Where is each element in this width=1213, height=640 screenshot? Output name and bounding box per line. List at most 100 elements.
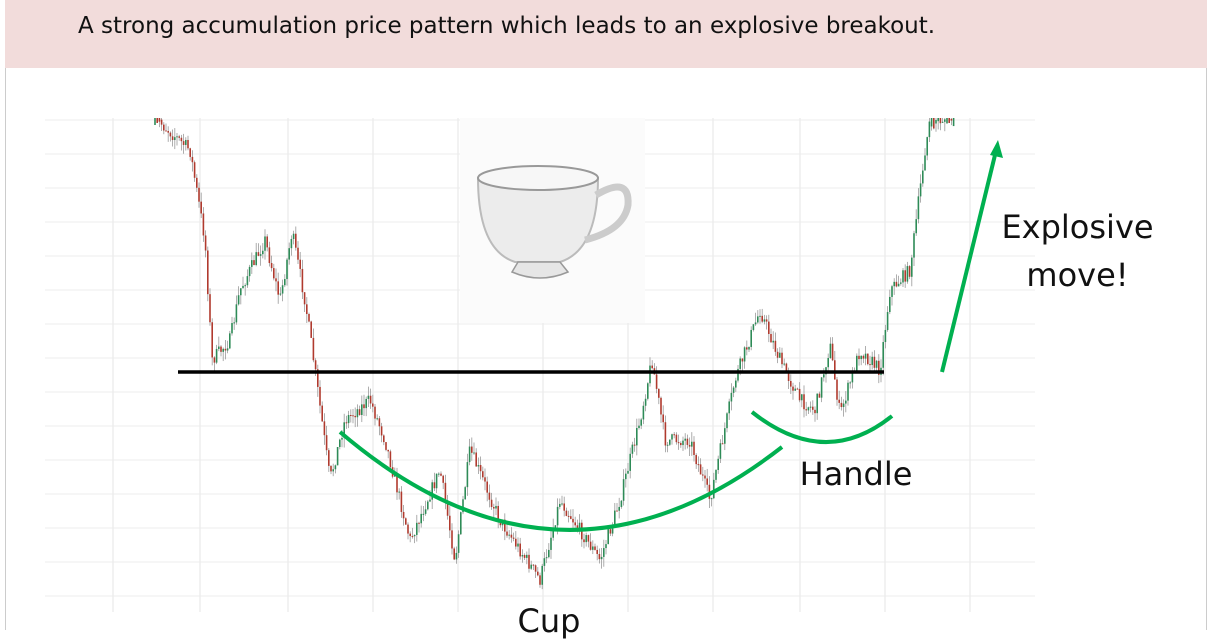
candle-body — [273, 268, 275, 279]
candle-body — [930, 118, 933, 127]
candle-body — [765, 319, 768, 322]
candle-body — [737, 368, 739, 381]
header: A strong accumulation price pattern whic… — [5, 0, 1207, 68]
cup-arc — [338, 430, 784, 532]
candle-body — [343, 422, 345, 438]
candle-body — [741, 358, 744, 362]
candle-body — [697, 464, 700, 466]
candle-body — [739, 358, 741, 369]
candle-body — [849, 382, 851, 384]
candle-body — [915, 219, 917, 234]
candle-body — [798, 388, 801, 401]
candle-body — [323, 421, 326, 436]
candle-body — [761, 315, 763, 322]
candle-body — [548, 549, 550, 558]
candle-body — [611, 524, 614, 534]
candle-body — [270, 263, 273, 269]
candle-body — [424, 509, 427, 514]
candle-body — [895, 281, 898, 287]
candle-body — [418, 522, 420, 524]
candle-body — [455, 552, 458, 560]
candle-body — [638, 425, 640, 428]
candle-body — [198, 187, 200, 202]
candle-body — [794, 388, 796, 391]
candle-body — [862, 355, 865, 359]
candle-body — [416, 522, 418, 535]
candle-body — [572, 518, 574, 523]
candle-body — [717, 458, 719, 470]
candle-body — [574, 522, 576, 526]
candle-body — [435, 473, 438, 489]
candle-body — [829, 343, 832, 358]
candle-body — [752, 324, 755, 330]
candle-body — [253, 260, 255, 265]
candle-body — [310, 321, 312, 338]
candle-body — [341, 437, 343, 440]
candle-body — [807, 407, 810, 411]
candle-body — [682, 440, 684, 446]
candle-body — [242, 285, 244, 289]
teacup — [460, 118, 645, 323]
candle-body — [281, 285, 284, 294]
candle-body — [532, 564, 535, 566]
candle-body — [209, 294, 211, 323]
candle-body — [952, 118, 955, 127]
candle-body — [220, 346, 222, 352]
handle-label: Handle — [799, 455, 913, 493]
candle-body — [851, 371, 854, 383]
candle-body — [427, 501, 429, 510]
candle-body — [262, 250, 264, 255]
candle-body — [726, 413, 728, 429]
candle-body — [526, 554, 528, 558]
candle-body — [946, 118, 948, 124]
candle-body — [248, 266, 251, 277]
candle-body — [471, 446, 473, 453]
candle-body — [774, 340, 777, 352]
candle-body — [928, 121, 931, 138]
candle-body — [816, 393, 818, 414]
candle-body — [259, 254, 262, 256]
candle-body — [620, 500, 623, 507]
candle-body — [180, 137, 183, 142]
candle-body — [477, 465, 480, 467]
candle-body — [295, 233, 297, 248]
candle-body — [211, 322, 213, 358]
candle-body — [325, 435, 328, 451]
candle-body — [759, 315, 761, 317]
candle-body — [530, 564, 532, 569]
candle-body — [688, 444, 691, 447]
candle-body — [585, 535, 587, 543]
candle-body — [693, 441, 695, 455]
candle-body — [919, 183, 922, 197]
candle-body — [367, 395, 370, 399]
candle-body — [673, 434, 675, 436]
candle-body — [655, 374, 658, 389]
candle-body — [644, 398, 647, 406]
candle-body — [550, 537, 552, 550]
candle-body — [387, 449, 389, 452]
candle-body — [233, 322, 235, 324]
candle-body — [627, 470, 629, 474]
candle-body — [308, 314, 310, 322]
candle-body — [453, 548, 455, 560]
candle-body — [847, 382, 849, 401]
candle-body — [163, 124, 165, 131]
candle-body — [218, 346, 220, 349]
candle-body — [413, 534, 416, 537]
candle-body — [594, 546, 596, 550]
candle-body — [684, 438, 686, 441]
candle-body — [407, 524, 409, 534]
candle-body — [334, 465, 337, 470]
candle-body — [411, 536, 414, 538]
candle-body — [691, 441, 693, 447]
candle-body — [592, 546, 594, 550]
candle-body — [438, 473, 440, 475]
candle-body — [891, 286, 893, 297]
candle-body — [884, 329, 887, 343]
candle-body — [521, 555, 524, 557]
cup-handle — [584, 183, 632, 244]
candle-body — [908, 266, 911, 277]
candle-body — [616, 510, 618, 512]
candle-body — [845, 400, 847, 404]
candle-body — [374, 406, 376, 419]
